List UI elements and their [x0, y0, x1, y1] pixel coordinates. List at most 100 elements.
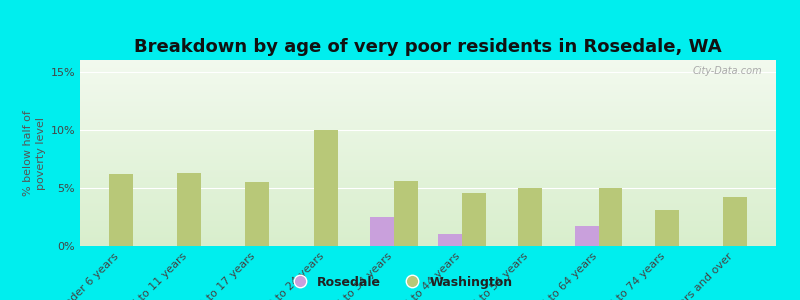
- Bar: [80, 182, 776, 183]
- Bar: [80, 154, 776, 155]
- Bar: [80, 148, 776, 149]
- Bar: [80, 169, 776, 170]
- Bar: [80, 233, 776, 234]
- Bar: [80, 151, 776, 152]
- Bar: [80, 192, 776, 193]
- Bar: [80, 90, 776, 91]
- Bar: [80, 73, 776, 74]
- Bar: [80, 218, 776, 219]
- Bar: [80, 134, 776, 135]
- Bar: [80, 172, 776, 173]
- Bar: [462, 193, 486, 246]
- Bar: [80, 149, 776, 150]
- Bar: [80, 103, 776, 104]
- Bar: [80, 87, 776, 88]
- Bar: [80, 208, 776, 209]
- Bar: [80, 155, 776, 156]
- Bar: [80, 104, 776, 105]
- Bar: [80, 132, 776, 133]
- Bar: [314, 130, 338, 246]
- Bar: [80, 99, 776, 100]
- Bar: [80, 179, 776, 180]
- Bar: [80, 107, 776, 108]
- Bar: [80, 112, 776, 113]
- Bar: [80, 110, 776, 111]
- Bar: [80, 156, 776, 157]
- Bar: [80, 239, 776, 240]
- Bar: [80, 86, 776, 87]
- Bar: [80, 241, 776, 242]
- Bar: [80, 80, 776, 81]
- Bar: [80, 88, 776, 89]
- Bar: [80, 92, 776, 94]
- Bar: [80, 185, 776, 187]
- Bar: [80, 220, 776, 221]
- Bar: [80, 137, 776, 138]
- Bar: [80, 184, 776, 185]
- Bar: [80, 133, 776, 134]
- Bar: [80, 238, 776, 239]
- Bar: [80, 124, 776, 125]
- Bar: [80, 111, 776, 112]
- Bar: [80, 160, 776, 161]
- Bar: [80, 142, 776, 143]
- Bar: [80, 115, 776, 116]
- Bar: [80, 212, 776, 214]
- Bar: [80, 167, 776, 168]
- Bar: [80, 216, 776, 217]
- Bar: [80, 209, 776, 210]
- Bar: [80, 91, 776, 92]
- Bar: [80, 127, 776, 128]
- Bar: [518, 188, 542, 246]
- Bar: [80, 74, 776, 75]
- Y-axis label: % below half of
poverty level: % below half of poverty level: [23, 110, 46, 196]
- Bar: [80, 187, 776, 188]
- Bar: [80, 221, 776, 222]
- Bar: [80, 119, 776, 120]
- Bar: [80, 146, 776, 147]
- Bar: [80, 109, 776, 110]
- Bar: [80, 198, 776, 199]
- Bar: [80, 145, 776, 146]
- Bar: [80, 97, 776, 98]
- Bar: [80, 183, 776, 184]
- Bar: [80, 202, 776, 203]
- Bar: [80, 60, 776, 61]
- Bar: [394, 181, 418, 246]
- Title: Breakdown by age of very poor residents in Rosedale, WA: Breakdown by age of very poor residents …: [134, 38, 722, 56]
- Bar: [80, 108, 776, 109]
- Bar: [80, 197, 776, 198]
- Bar: [80, 231, 776, 232]
- Bar: [80, 153, 776, 154]
- Bar: [80, 226, 776, 227]
- Bar: [80, 189, 776, 190]
- Bar: [80, 131, 776, 132]
- Bar: [80, 77, 776, 78]
- Bar: [80, 126, 776, 127]
- Bar: [80, 214, 776, 215]
- Bar: [80, 176, 776, 177]
- Bar: [723, 197, 747, 246]
- Bar: [80, 63, 776, 64]
- Bar: [80, 219, 776, 220]
- Bar: [80, 200, 776, 201]
- Bar: [80, 94, 776, 95]
- Bar: [80, 170, 776, 171]
- Bar: [80, 105, 776, 106]
- Bar: [80, 130, 776, 131]
- Bar: [80, 76, 776, 77]
- Bar: [80, 64, 776, 66]
- Bar: [80, 144, 776, 145]
- Bar: [80, 236, 776, 237]
- Bar: [80, 118, 776, 119]
- Bar: [80, 141, 776, 142]
- Bar: [80, 79, 776, 80]
- Bar: [80, 125, 776, 126]
- Bar: [80, 205, 776, 206]
- Bar: [80, 164, 776, 165]
- Bar: [80, 82, 776, 83]
- Bar: [80, 238, 776, 239]
- Bar: [80, 243, 776, 244]
- Bar: [80, 224, 776, 225]
- Bar: [80, 135, 776, 136]
